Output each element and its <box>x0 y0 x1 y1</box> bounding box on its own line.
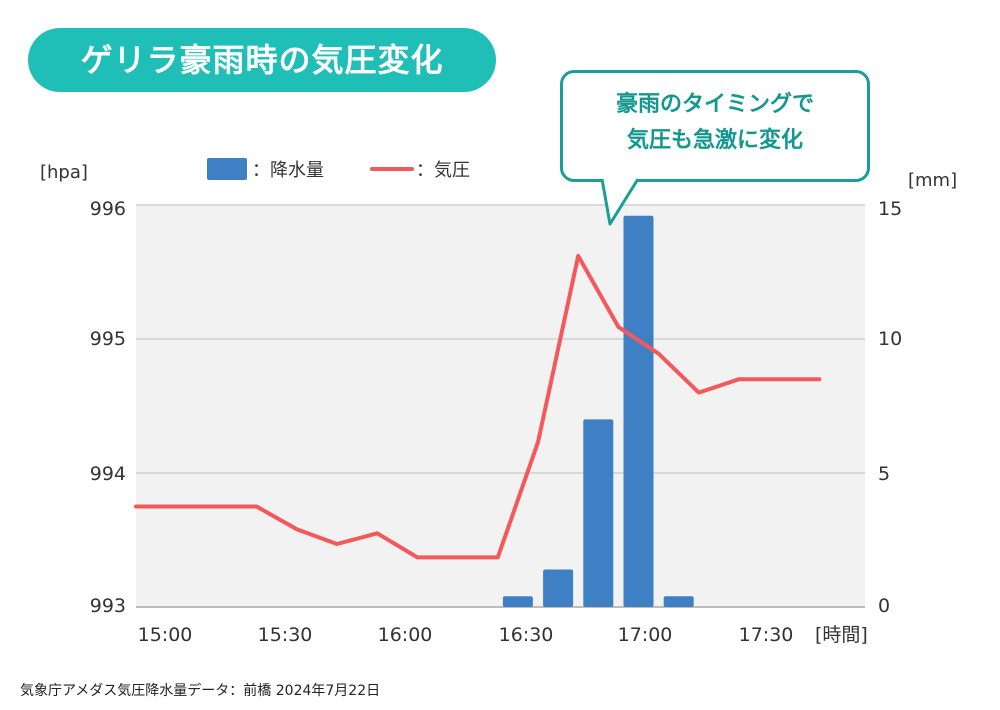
legend: ：降水量 ：気圧 <box>207 158 470 181</box>
rain-bar <box>502 596 533 607</box>
x-tick-1500: 15:00 <box>138 624 193 646</box>
y-right-tick-labels: 15 10 5 0 <box>878 198 902 617</box>
rain-bar <box>583 419 614 607</box>
rain-bars <box>502 215 694 607</box>
y-left-tick-993: 993 <box>90 595 126 617</box>
rain-bar <box>543 569 574 607</box>
chart-title: ゲリラ豪雨時の気圧変化 <box>28 28 496 92</box>
callout-tail <box>600 178 640 226</box>
callout-box: 豪雨のタイミングで 気圧も急激に変化 <box>560 70 870 182</box>
legend-bar-label: ：降水量 <box>252 160 324 181</box>
callout-line-1: 豪雨のタイミングで <box>615 92 814 117</box>
legend-bar-swatch <box>207 158 247 180</box>
data-source-note: 気象庁アメダス気圧降水量データ：前橋 2024年7月22日 <box>20 683 381 699</box>
x-tick-1530: 15:30 <box>258 624 313 646</box>
x-tick-labels: 15:00 15:30 16:00 16:30 17:00 17:30 [時間] <box>138 624 868 646</box>
plot-background <box>136 205 865 607</box>
x-tick-1730: 17:30 <box>739 624 794 646</box>
x-tick-1600: 16:00 <box>378 624 433 646</box>
y-left-tick-995: 995 <box>90 328 126 350</box>
y-left-tick-996: 996 <box>90 198 126 220</box>
rain-bar <box>663 596 694 607</box>
y-left-tick-labels: 996 995 994 993 <box>90 198 126 617</box>
y-right-tick-0: 0 <box>878 595 890 617</box>
rain-bar <box>623 215 654 607</box>
gridlines <box>136 204 865 608</box>
y-right-unit: [mm] <box>908 170 957 191</box>
x-tick-1700: 17:00 <box>618 624 673 646</box>
pressure-line <box>134 253 822 560</box>
y-left-tick-994: 994 <box>90 463 126 485</box>
y-left-unit: [hpa] <box>40 162 88 183</box>
y-right-tick-15: 15 <box>878 198 902 220</box>
x-unit: [時間] <box>815 624 868 646</box>
y-right-tick-5: 5 <box>878 463 890 485</box>
y-right-tick-10: 10 <box>878 328 902 350</box>
callout-line-2: 気圧も急激に変化 <box>626 128 803 153</box>
legend-line-label: ：気圧 <box>416 160 470 181</box>
x-tick-1630: 16:30 <box>499 624 554 646</box>
